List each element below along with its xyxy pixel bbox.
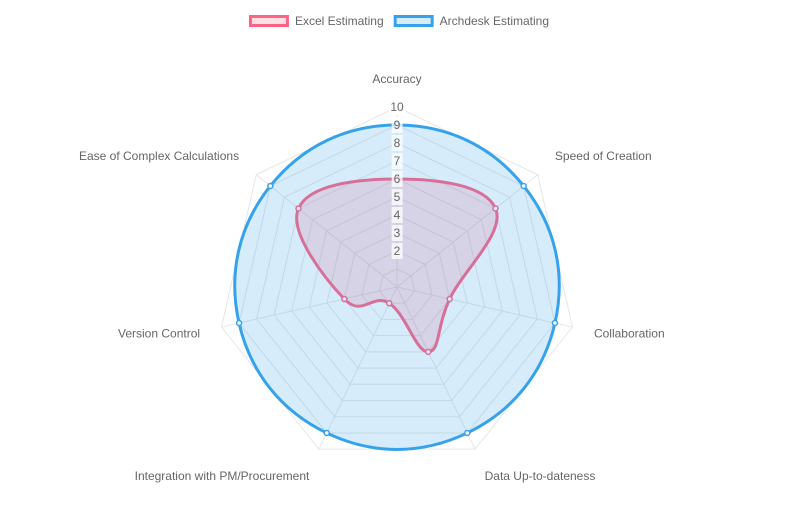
point-archdesk-estimating-version-control[interactable] [235,319,243,327]
axis-label-accuracy: Accuracy [372,72,421,86]
grid-ring-3 [343,232,451,337]
point-excel-estimating-speed-of-creation[interactable] [492,205,499,212]
legend-label-excel-estimating: Excel Estimating [295,14,384,28]
radar-tick-labels: 2 3 4 5 6 7 8 9 10 [388,99,406,259]
point-archdesk-estimating-speed-of-creation[interactable] [520,182,527,190]
series-excel-estimating [295,175,499,356]
point-excel-estimating-collaboration[interactable] [446,295,453,303]
point-archdesk-estimating-data-up-to-dateness[interactable] [464,429,471,437]
tick-label-backdrop-10 [388,99,406,115]
tick-label-backdrop-6 [391,171,403,187]
tick-label-backdrop-3 [391,225,403,241]
tick-label-backdrop-9 [391,117,403,133]
grid-ring-6 [291,178,503,385]
grid-ring-9 [238,124,556,434]
legend-swatch-excel-estimating [248,15,289,27]
tick-label-5: 5 [394,190,401,204]
grid-ring-8 [256,142,538,418]
grid-spoke-integration-with-pm-procurement [318,286,398,450]
legend-label-archdesk-estimating: Archdesk Estimating [440,14,549,28]
legend-item-archdesk-estimating[interactable]: Archdesk Estimating [393,14,549,28]
axis-label-speed-of-creation: Speed of Creation [555,149,652,163]
legend-swatch-archdesk-estimating [393,15,434,27]
tick-label-6: 6 [394,172,401,186]
axis-label-integration-with-pm-procurement: Integration with PM/Procurement [135,469,310,483]
tick-label-10: 10 [390,100,404,114]
point-excel-estimating-version-control[interactable] [341,295,348,303]
legend: Excel Estimating Archdesk Estimating [248,14,549,28]
point-archdesk-estimating-ease-of-complex-calculations[interactable] [267,182,274,190]
tick-label-backdrop-2 [391,243,403,259]
axis-label-version-control: Version Control [118,327,200,341]
axis-label-ease-of-complex-calculations: Ease of Complex Calculations [79,149,239,163]
tick-label-backdrop-4 [391,207,403,223]
series-area-archdesk-estimating [233,123,561,451]
grid-ring-5 [308,196,486,369]
grid-ring-4 [326,214,468,353]
radar-series [233,121,561,451]
point-excel-estimating-ease-of-complex-calculations[interactable] [295,205,302,212]
axis-label-data-up-to-dateness: Data Up-to-dateness [485,469,596,483]
tick-label-7: 7 [394,154,401,168]
tick-label-4: 4 [394,208,401,222]
grid-spoke-collaboration [396,286,573,328]
legend-item-excel-estimating[interactable]: Excel Estimating [248,14,384,28]
series-archdesk-estimating [233,121,561,451]
point-excel-estimating-integration-with-pm-procurement[interactable] [385,299,393,307]
axis-label-collaboration: Collaboration [594,327,665,341]
grid-spoke-ease-of-complex-calculations [255,174,398,288]
tick-label-backdrop-7 [391,153,403,169]
grid-ring-2 [361,250,433,320]
tick-label-2: 2 [394,244,401,258]
tick-label-backdrop-5 [391,189,403,205]
tick-label-3: 3 [394,226,401,240]
grid-spoke-data-up-to-dateness [396,286,476,450]
grid-ring-7 [273,160,521,402]
tick-label-8: 8 [394,136,401,150]
tick-label-9: 9 [394,118,401,132]
grid-spoke-speed-of-creation [396,174,539,288]
grid-ring-1 [378,268,416,304]
point-excel-estimating-data-up-to-dateness[interactable] [424,348,432,356]
radar-axis-labels: Accuracy Speed of Creation Collaboration Da… [79,72,665,483]
point-archdesk-estimating-integration-with-pm-procurement[interactable] [323,429,330,437]
point-archdesk-estimating-collaboration[interactable] [551,319,559,327]
tick-label-backdrop-8 [391,135,403,151]
grid-spoke-version-control [221,286,398,328]
